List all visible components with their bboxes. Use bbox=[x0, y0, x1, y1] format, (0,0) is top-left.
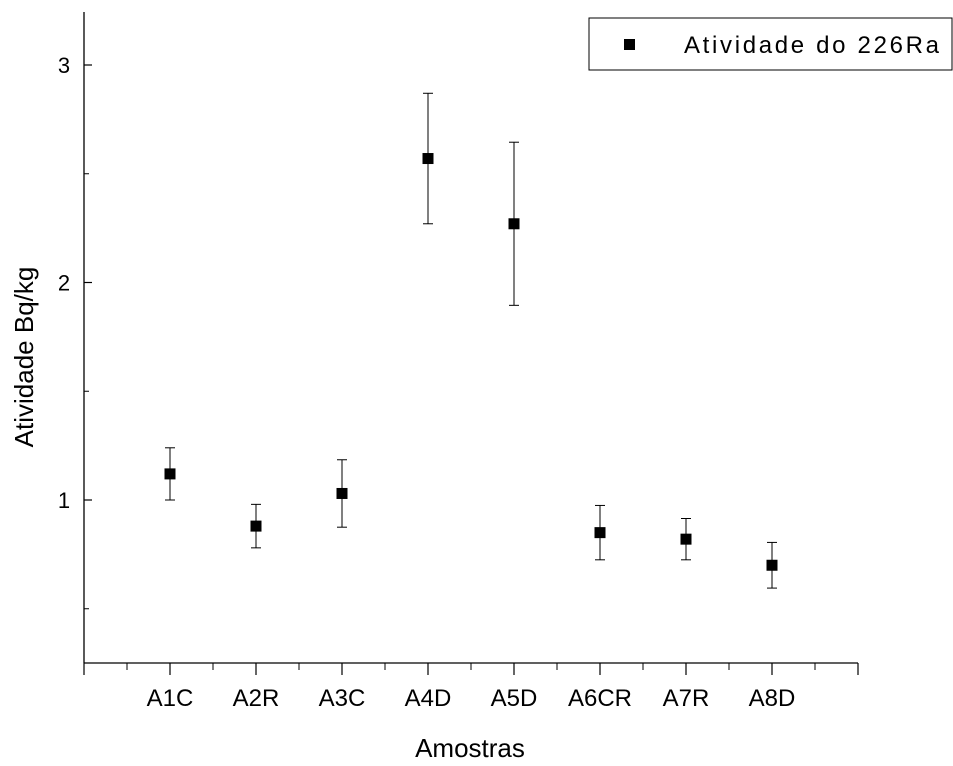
data-point bbox=[422, 153, 434, 165]
x-tick-label: A1C bbox=[147, 685, 194, 712]
x-tick-label: A5D bbox=[491, 685, 538, 712]
data-point bbox=[336, 487, 348, 499]
x-tick-label: A2R bbox=[233, 685, 280, 712]
data-points bbox=[164, 153, 778, 571]
x-tick-label: A4D bbox=[405, 685, 452, 712]
x-axis-ticks: A1C A2R A3C A4D A5D A6CR A7R A8D bbox=[83, 663, 859, 712]
data-point bbox=[250, 520, 262, 532]
x-axis-title: Amostras bbox=[415, 733, 525, 763]
y-axis-ticks: 1 2 3 bbox=[58, 53, 92, 610]
data-point bbox=[680, 533, 692, 545]
error-bars bbox=[165, 92, 777, 589]
y-tick-label: 1 bbox=[58, 488, 70, 513]
legend-marker-square-icon bbox=[624, 39, 635, 50]
data-point bbox=[766, 559, 778, 571]
data-point bbox=[164, 468, 176, 480]
x-tick-label: A8D bbox=[749, 685, 796, 712]
y-axis-title: Atividade Bq/kg bbox=[9, 267, 39, 448]
data-point bbox=[508, 218, 520, 230]
x-tick-label: A3C bbox=[319, 685, 366, 712]
data-point bbox=[594, 527, 606, 539]
y-tick-label: 2 bbox=[58, 271, 70, 296]
legend: Atividade do 226Ra bbox=[588, 17, 953, 71]
y-tick-label: 3 bbox=[58, 53, 70, 78]
legend-box bbox=[588, 17, 953, 71]
x-tick-label: A7R bbox=[663, 685, 710, 712]
x-tick-label: A6CR bbox=[568, 685, 632, 712]
legend-entry-label: Atividade do 226Ra bbox=[684, 32, 940, 59]
